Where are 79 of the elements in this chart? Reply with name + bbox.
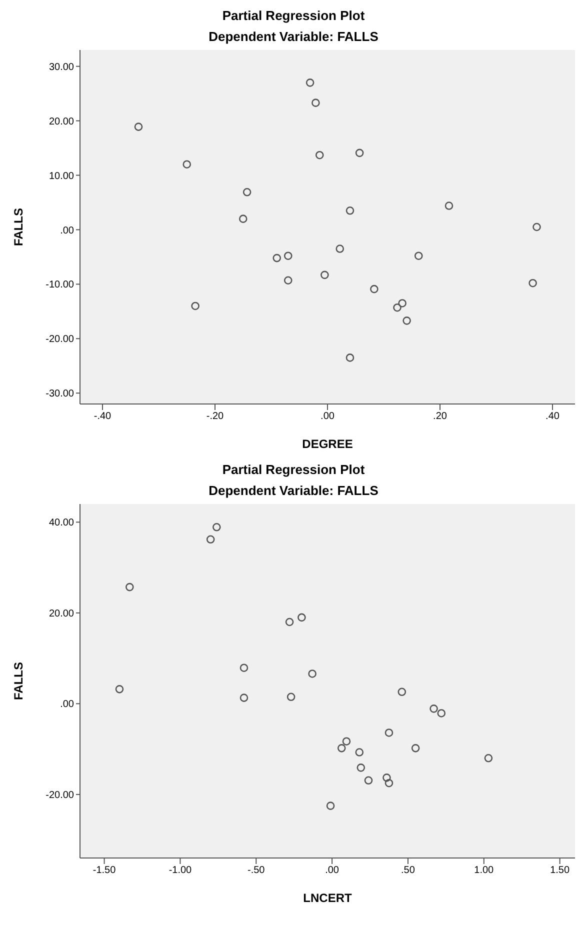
x-axis-title: LNCERT [303,891,352,905]
x-tick-label: 1.50 [550,865,570,876]
point [414,252,423,260]
point [306,78,314,87]
point [284,276,292,285]
point [308,670,316,678]
point [242,188,252,196]
y-axis-title: FALLS [11,662,26,700]
point [384,778,394,788]
y-tick-label: -20.00 [46,790,74,802]
x-tick-label: .00 [325,865,340,876]
point [346,354,354,362]
y-tick-label: 20.00 [48,608,74,620]
y-axis-title: FALLS [11,208,26,246]
x-tick-label: -.50 [248,865,266,876]
point [355,148,364,158]
y-tick-label: .00 [60,225,74,236]
chart-title: Partial Regression Plot [221,8,366,23]
point [437,709,446,718]
chart-subtitle: Dependent Variable: FALLS [208,29,380,44]
point [398,688,406,696]
point [398,299,406,308]
point [182,160,192,169]
y-tick-label: -30.00 [46,388,74,400]
point [337,744,346,752]
x-axis-title: DEGREE [302,437,353,451]
point [115,685,124,694]
chart-title: Partial Regression Plot [221,462,366,477]
point [411,744,420,752]
point [356,764,366,772]
point [320,270,329,280]
point [126,582,134,592]
point [134,122,143,131]
point [238,214,248,223]
point [342,737,351,746]
x-tick-label: .50 [401,865,416,876]
y-tick-label: 20.00 [48,116,74,128]
x-tick-label: -1.50 [92,865,116,876]
point [298,613,306,622]
x-tick-label: 1.00 [474,865,494,876]
point [206,535,215,544]
point [528,278,537,288]
point [312,98,320,107]
point [370,284,378,294]
y-tick-label: -10.00 [46,280,74,291]
point [393,303,402,312]
y-tick-label: 30.00 [48,62,74,73]
y-tick-label: .00 [60,699,74,710]
point [382,774,391,782]
x-tick-label: .20 [433,411,448,422]
point [384,728,394,737]
x-tick-label: -1.00 [168,865,192,876]
point [430,704,438,713]
point [284,252,292,260]
point [191,302,200,310]
point [355,748,364,756]
x-tick-label: .40 [546,411,560,422]
point [212,522,221,532]
point [286,692,296,702]
point [326,802,335,810]
point [285,618,294,626]
point [364,776,373,785]
point [444,202,454,210]
point [402,316,411,325]
y-tick-label: 10.00 [48,170,74,182]
point [336,244,344,253]
point [315,150,324,160]
y-tick-label: -20.00 [46,334,74,346]
x-tick-label: -.40 [94,411,112,422]
point [240,694,248,702]
point [240,664,248,672]
chart-subtitle: Dependent Variable: FALLS [208,483,380,498]
point [532,222,541,232]
x-tick-label: .00 [320,411,335,422]
y-tick-label: 40.00 [48,518,74,529]
point [346,206,354,215]
point [484,754,493,762]
point [272,254,282,262]
x-tick-label: -.20 [206,411,224,422]
